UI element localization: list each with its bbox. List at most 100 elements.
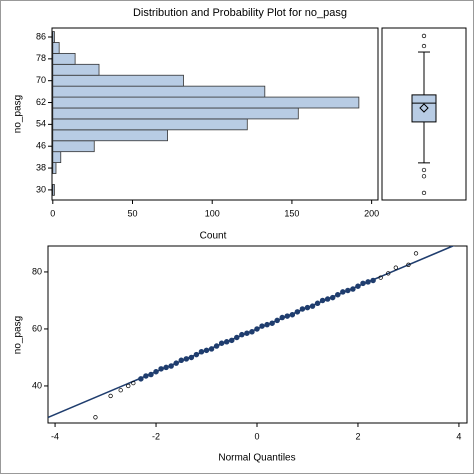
point bbox=[370, 277, 376, 284]
y-tick-label: 86 bbox=[36, 31, 46, 41]
bar bbox=[52, 118, 248, 131]
point bbox=[234, 334, 240, 341]
y-tick-label: 78 bbox=[36, 53, 46, 63]
point bbox=[304, 304, 311, 311]
bar bbox=[52, 96, 360, 109]
point bbox=[158, 366, 164, 372]
x-tick-label: -2 bbox=[152, 431, 160, 441]
point bbox=[168, 363, 174, 369]
y-tick-label: 46 bbox=[36, 141, 46, 151]
point bbox=[340, 289, 346, 295]
point bbox=[188, 354, 195, 361]
bar bbox=[52, 85, 266, 98]
bar bbox=[52, 63, 100, 76]
bar bbox=[52, 140, 95, 153]
point bbox=[244, 330, 250, 336]
point bbox=[314, 300, 321, 307]
point bbox=[126, 383, 131, 389]
point bbox=[350, 286, 356, 292]
point bbox=[345, 287, 351, 294]
bar bbox=[52, 74, 184, 87]
bar bbox=[52, 184, 55, 196]
outlier bbox=[421, 33, 427, 39]
point bbox=[138, 376, 144, 382]
point bbox=[294, 309, 301, 315]
point bbox=[229, 337, 235, 344]
box bbox=[411, 94, 437, 123]
point bbox=[309, 303, 316, 309]
qq-frame bbox=[47, 245, 468, 424]
point bbox=[284, 313, 291, 319]
point bbox=[239, 331, 245, 338]
y-axis-label: no_pasg bbox=[13, 95, 24, 133]
point bbox=[193, 351, 200, 358]
point bbox=[335, 291, 341, 298]
x-axis-label: Normal Quantiles bbox=[218, 453, 295, 464]
chart-title: Distribution and Probability Plot for no… bbox=[133, 7, 347, 19]
y-tick-label: 38 bbox=[36, 162, 46, 172]
y-axis-label: no_pasg bbox=[13, 316, 24, 354]
y-tick-label: 80 bbox=[32, 266, 42, 276]
bar bbox=[52, 107, 299, 120]
point bbox=[386, 271, 391, 276]
outlier bbox=[421, 43, 427, 49]
point bbox=[269, 320, 275, 326]
x-tick-label: 100 bbox=[205, 208, 220, 218]
point bbox=[355, 283, 361, 289]
point bbox=[203, 347, 210, 354]
point bbox=[163, 364, 169, 371]
x-tick-label: 150 bbox=[284, 208, 299, 218]
point bbox=[178, 357, 185, 364]
point bbox=[289, 311, 296, 318]
point bbox=[413, 251, 419, 256]
point bbox=[249, 329, 255, 335]
point bbox=[360, 280, 366, 287]
y-tick-label: 40 bbox=[32, 380, 42, 390]
x-tick-label: 2 bbox=[355, 431, 360, 441]
x-tick-label: -4 bbox=[51, 431, 59, 441]
point bbox=[143, 373, 149, 379]
point bbox=[183, 356, 190, 362]
point bbox=[208, 346, 215, 352]
point bbox=[173, 360, 179, 366]
bar bbox=[52, 42, 60, 54]
x-tick-label: 0 bbox=[50, 208, 55, 218]
point bbox=[365, 279, 371, 285]
point bbox=[319, 297, 326, 304]
mean-marker bbox=[419, 103, 429, 113]
x-axis-label: Count bbox=[200, 231, 227, 242]
point bbox=[279, 314, 285, 321]
bar bbox=[52, 31, 55, 43]
bar bbox=[52, 129, 168, 142]
y-tick-label: 62 bbox=[36, 97, 46, 107]
point bbox=[218, 340, 225, 346]
point bbox=[299, 306, 306, 312]
point bbox=[223, 339, 230, 345]
point bbox=[274, 317, 280, 324]
point bbox=[324, 296, 331, 302]
point bbox=[329, 294, 336, 301]
point bbox=[213, 343, 220, 349]
x-tick-label: 200 bbox=[364, 208, 379, 218]
point bbox=[131, 380, 136, 386]
x-tick-label: 50 bbox=[127, 208, 137, 218]
point bbox=[148, 371, 154, 378]
outlier bbox=[421, 174, 427, 179]
point bbox=[153, 368, 159, 375]
histogram-frame bbox=[51, 27, 379, 201]
bar bbox=[52, 151, 62, 163]
y-tick-label: 30 bbox=[36, 184, 46, 194]
bar bbox=[52, 52, 76, 65]
bar bbox=[52, 162, 57, 174]
outlier bbox=[421, 167, 427, 173]
outlier bbox=[421, 190, 427, 196]
point bbox=[378, 275, 383, 280]
y-tick-label: 60 bbox=[32, 323, 42, 333]
point bbox=[254, 326, 260, 332]
point bbox=[264, 321, 270, 328]
x-tick-label: 0 bbox=[254, 431, 259, 441]
y-tick-label: 70 bbox=[36, 75, 46, 85]
x-tick-label: 4 bbox=[456, 431, 461, 441]
point bbox=[393, 265, 398, 270]
point bbox=[118, 388, 123, 393]
